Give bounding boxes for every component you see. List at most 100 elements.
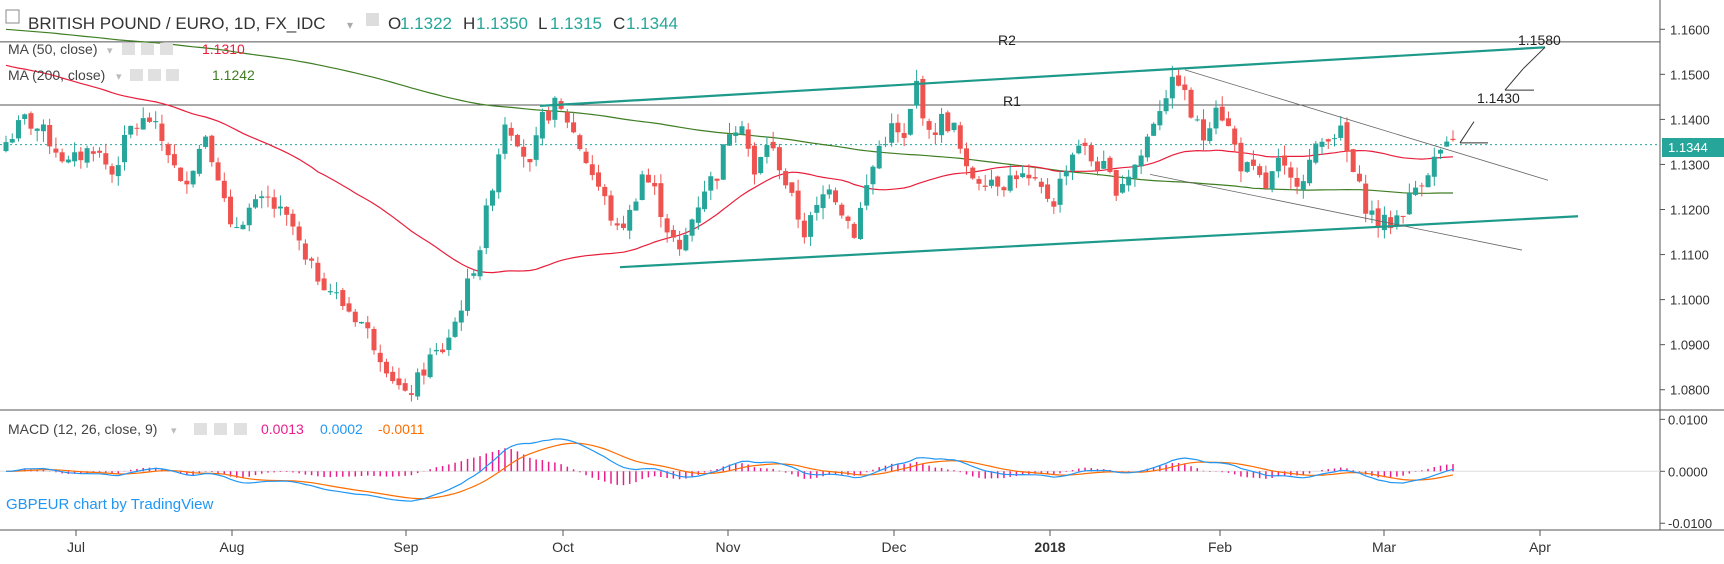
candle-body	[627, 209, 633, 231]
candle-body	[290, 213, 296, 227]
candle-body	[571, 122, 577, 133]
chevron-down-icon[interactable]: ▾	[171, 425, 177, 437]
candle-body	[1107, 157, 1113, 172]
close-value: 1.1344	[626, 14, 678, 33]
candle-body	[252, 199, 258, 208]
eye-icon[interactable]	[194, 423, 207, 435]
candle-body	[1232, 128, 1238, 145]
price-tick-label: 1.1100	[1670, 248, 1709, 263]
upper-wedge-line	[1184, 69, 1549, 181]
candle-body	[1188, 89, 1194, 118]
price-tick-label: 1.0900	[1670, 338, 1710, 353]
candle-body	[340, 290, 346, 307]
candle-body	[988, 179, 994, 186]
candle-body	[870, 166, 876, 185]
upper-channel-line	[539, 46, 1546, 107]
candle-body	[945, 112, 951, 132]
candle-body	[764, 145, 770, 157]
eye-icon[interactable]	[130, 69, 143, 81]
settings-icon[interactable]	[148, 69, 161, 81]
eye-icon[interactable]	[366, 13, 379, 26]
ma200-value: 1.1242	[212, 67, 255, 83]
candle-body	[745, 129, 751, 149]
candle-body	[1026, 174, 1032, 179]
candle-body	[40, 124, 46, 132]
ma50-label: MA (50, close)	[8, 41, 97, 57]
candle-body	[1132, 164, 1138, 179]
candle-body	[433, 349, 439, 352]
candle-body	[689, 219, 695, 236]
candle-body	[134, 127, 140, 129]
candle-body	[521, 146, 527, 157]
candle-body	[1194, 119, 1200, 121]
r1-label: R1	[1003, 93, 1021, 109]
candle-body	[465, 278, 471, 311]
candle-body	[178, 167, 184, 182]
candle-body	[783, 171, 789, 186]
candle-body	[1244, 162, 1250, 172]
candle-body	[1144, 136, 1150, 158]
candle-body	[1356, 173, 1362, 182]
candle-body	[539, 111, 545, 139]
candle-body	[1076, 145, 1082, 154]
settings-icon[interactable]	[141, 43, 154, 55]
candle-body	[1269, 171, 1275, 190]
candle-body	[1119, 183, 1125, 193]
chevron-down-icon[interactable]: ▾	[116, 71, 122, 83]
macd-legend[interactable]: MACD (12, 26, close, 9) ▾ 0.0013 0.0002 …	[8, 421, 425, 437]
target-leader-1580	[1504, 68, 1524, 91]
time-tick-label: Nov	[716, 539, 741, 555]
ma200-legend[interactable]: MA (200, close) ▾ 1.1242	[8, 67, 255, 83]
candle-body	[334, 292, 340, 294]
candle-body	[383, 361, 389, 374]
lower-wedge-line	[1149, 173, 1523, 251]
candle-body	[1250, 159, 1256, 166]
candle-body	[995, 176, 1001, 187]
symbol-legend[interactable]: BRITISH POUND / EURO, 1D, FX_IDC ▾ O 1.1…	[5, 9, 678, 33]
r2-label: R2	[998, 32, 1016, 48]
high-label: H	[463, 14, 475, 33]
target-label-1580: 1.1580	[1518, 32, 1561, 48]
candle-body	[882, 144, 888, 146]
candle-body	[458, 310, 464, 323]
macd-pane	[0, 438, 1660, 502]
trend-lines[interactable]	[539, 46, 1579, 269]
candle-body	[352, 311, 358, 323]
candle-body	[914, 80, 920, 106]
time-tick-label: Sep	[394, 539, 419, 555]
candle-body	[408, 393, 414, 395]
candle-body	[1363, 183, 1369, 214]
close-icon[interactable]	[160, 43, 173, 55]
candle-body	[876, 145, 882, 169]
candle-body	[452, 321, 458, 337]
watermark[interactable]: GBPEUR chart by TradingView	[6, 496, 213, 513]
candle-body	[1157, 111, 1163, 126]
candle-body	[714, 178, 720, 181]
candle-body	[1038, 181, 1044, 187]
candle-body	[795, 190, 801, 220]
candle-body	[128, 125, 134, 135]
macd-signal-value: -0.0011	[378, 421, 425, 437]
close-icon[interactable]	[234, 423, 247, 435]
candle-body	[122, 134, 128, 163]
ma50-legend[interactable]: MA (50, close) ▾ 1.1310	[8, 41, 245, 57]
chevron-down-icon[interactable]: ▾	[347, 18, 353, 32]
candle-body	[377, 352, 383, 363]
candle-body	[602, 186, 608, 197]
candle-body	[421, 369, 427, 376]
candle-body	[932, 132, 938, 135]
candle-body	[496, 154, 502, 193]
chevron-down-icon[interactable]: ▾	[107, 45, 113, 57]
candle-body	[1057, 178, 1063, 205]
candle-body	[552, 97, 558, 120]
candle-body	[171, 154, 177, 166]
last-price-value: 1.1344	[1668, 140, 1708, 155]
eye-icon[interactable]	[122, 43, 135, 55]
settings-icon[interactable]	[214, 423, 227, 435]
candle-body	[589, 164, 595, 176]
close-icon[interactable]	[166, 69, 179, 81]
chart-type-icon[interactable]	[5, 9, 20, 24]
price-tick-label: 1.1600	[1670, 22, 1710, 37]
candle-body	[228, 196, 234, 225]
